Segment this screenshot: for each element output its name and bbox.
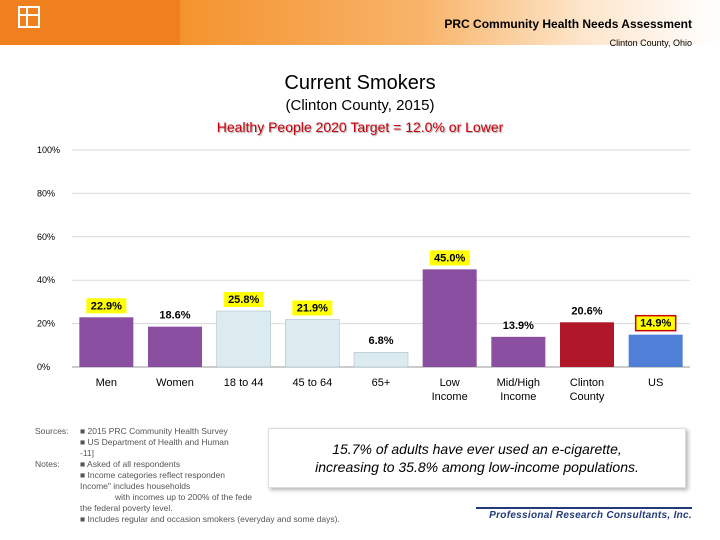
prc-logo: Professional Research Consultants, Inc.: [476, 507, 692, 525]
report-title: PRC Community Health Needs Assessment: [444, 17, 692, 31]
label-highlight: [86, 298, 127, 314]
category-label: County: [570, 391, 605, 403]
logo-text: Professional Research Consultants, Inc.: [489, 510, 692, 521]
notes-block: Sources: ■ 2015 PRC Community Health Sur…: [35, 426, 435, 525]
grid-logo-icon: [18, 6, 40, 28]
y-tick-label: 0%: [37, 362, 50, 372]
note-line: ■ Income categories reflect responden: [80, 470, 225, 480]
source-line: ■ 2015 PRC Community Health Survey: [80, 426, 228, 436]
source-cont: -11]: [80, 448, 95, 458]
bar: [216, 310, 271, 368]
bar: [491, 336, 546, 367]
bar: [148, 326, 202, 367]
label-highlight: [292, 300, 333, 316]
sources-row: Sources: ■ 2015 PRC Community Health Sur…: [35, 426, 435, 459]
y-tick-label: 20%: [37, 319, 55, 329]
bar: [79, 317, 134, 367]
bar-value-label: 13.9%: [503, 320, 534, 332]
category-label: 45 to 64: [292, 377, 332, 389]
label-highlight: [223, 292, 264, 308]
chart-subtitle: (Clinton County, 2015): [285, 97, 435, 114]
bar-value-label: 14.9%: [640, 318, 671, 330]
bar-value-label: 21.9%: [297, 302, 328, 314]
note-line: ■ Asked of all respondents: [80, 459, 181, 469]
bar: [285, 319, 340, 368]
sources-label: Sources:: [35, 426, 69, 436]
category-label: Low: [440, 377, 460, 389]
logo-rule: [476, 507, 692, 509]
category-label: Clinton: [570, 377, 604, 389]
category-label: Income: [500, 391, 536, 403]
e-cigarette-callout: 15.7% of adults have ever used an e-ciga…: [268, 428, 686, 488]
callout-line: 15.7% of adults have ever used an e-ciga…: [332, 441, 622, 457]
category-label: Women: [156, 377, 194, 389]
bar-value-label: 45.0%: [434, 252, 465, 264]
y-tick-label: 60%: [37, 232, 55, 242]
notes-row: Notes: ■ Asked of all respondents ■ Inco…: [35, 459, 435, 525]
category-label: Men: [96, 377, 117, 389]
category-label: US: [648, 377, 663, 389]
label-highlight: [429, 250, 470, 266]
y-tick-label: 40%: [37, 275, 55, 285]
category-label: Mid/High: [497, 377, 540, 389]
note-line: the federal poverty level.: [80, 503, 173, 513]
callout-line: increasing to 35.8% among low-income pop…: [315, 459, 639, 475]
y-tick-label: 80%: [37, 188, 55, 198]
brand-corner-block: [0, 0, 180, 45]
bar: [353, 351, 409, 368]
bar-value-label: 6.8%: [368, 335, 393, 347]
bar: [422, 269, 477, 367]
category-label: 65+: [372, 377, 391, 389]
category-label: 18 to 44: [224, 377, 264, 389]
bar-chart: 0% 20% 40% 60% 80% 100% 22.9% Men 18.6% Women 25.8…: [37, 145, 690, 403]
y-tick-label: 100%: [37, 145, 60, 155]
chart-title: Current Smokers: [284, 72, 436, 94]
bar-value-label: 18.6%: [159, 310, 190, 322]
target-label: Healthy People 2020 Target = 12.0% or Lo…: [216, 119, 504, 135]
note-line: Income" includes households: [80, 481, 191, 491]
bar: [628, 334, 683, 367]
bar-value-label: 20.6%: [571, 305, 602, 317]
bar-value-label: 25.8%: [228, 294, 259, 306]
category-label: Income: [432, 391, 468, 403]
header-gradient-bar: [180, 0, 720, 45]
source-line: ■ US Department of Health and Human: [80, 437, 229, 447]
note-line: with incomes up to 200% of the fede: [115, 492, 253, 502]
notes-label: Notes:: [35, 459, 60, 469]
bar: [560, 322, 614, 367]
label-highlight: [634, 314, 677, 332]
note-line: ■ Includes regular and occasion smokers …: [80, 514, 340, 524]
bar-value-label: 22.9%: [91, 300, 122, 312]
report-location: Clinton County, Ohio: [609, 38, 692, 48]
